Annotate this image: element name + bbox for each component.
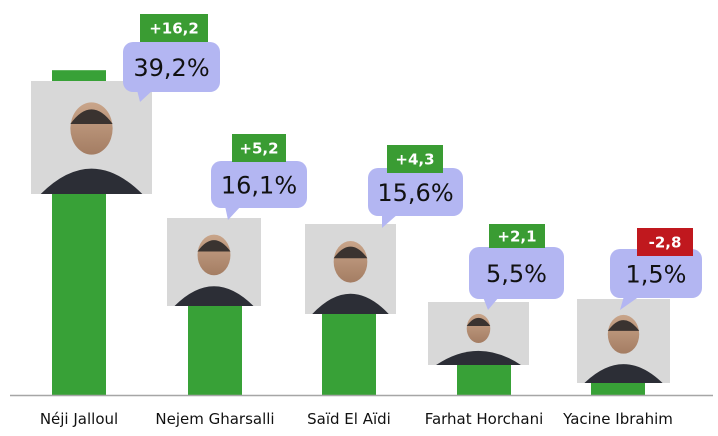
value-label: 5,5% xyxy=(486,260,547,288)
value-bubble: 1,5% xyxy=(610,249,702,310)
change-badge: +4,3 xyxy=(387,145,443,173)
portrait-photo xyxy=(31,81,152,194)
bar xyxy=(591,382,645,395)
change-label: +2,1 xyxy=(497,228,536,246)
category-label: Néji Jalloul xyxy=(40,410,118,428)
portrait-photo xyxy=(167,218,261,306)
change-badge: +2,1 xyxy=(489,224,545,248)
category-label: Farhat Horchani xyxy=(425,410,544,428)
change-label: +5,2 xyxy=(239,140,278,158)
value-bubble: 15,6% xyxy=(368,168,463,228)
portrait-photo xyxy=(428,302,529,365)
change-badge: -2,8 xyxy=(637,228,693,256)
change-label: +16,2 xyxy=(149,20,199,38)
change-label: +4,3 xyxy=(395,151,434,169)
portrait-photo xyxy=(577,299,670,383)
value-label: 15,6% xyxy=(377,179,453,207)
category-label: Saïd El Aïdi xyxy=(307,410,391,428)
change-label: -2,8 xyxy=(649,234,682,252)
value-bubble: 16,1% xyxy=(211,161,307,220)
value-label: 1,5% xyxy=(626,261,687,289)
change-badge: +16,2 xyxy=(140,14,208,42)
portrait-photo xyxy=(305,224,396,314)
value-label: 16,1% xyxy=(221,172,297,200)
value-bubble: 39,2% xyxy=(123,42,220,102)
category-label: Yacine Ibrahim xyxy=(562,410,673,428)
value-label: 39,2% xyxy=(133,54,209,82)
value-bubble: 5,5% xyxy=(469,247,564,310)
change-badge: +5,2 xyxy=(232,134,286,162)
category-label: Nejem Gharsalli xyxy=(155,410,274,428)
